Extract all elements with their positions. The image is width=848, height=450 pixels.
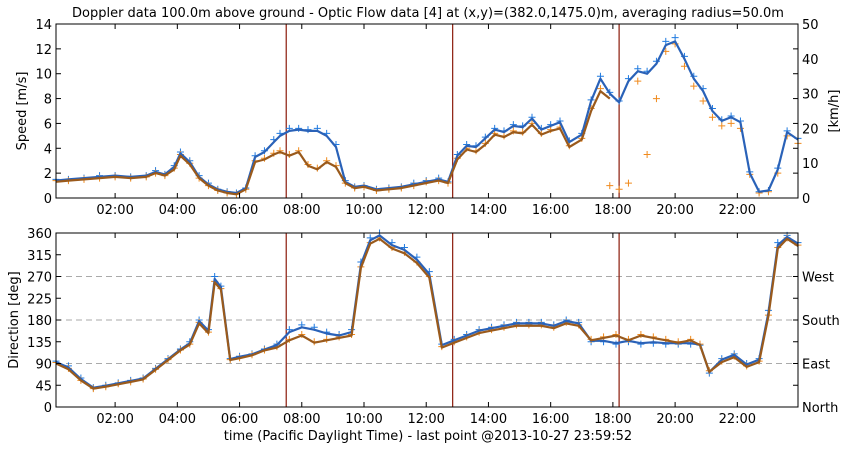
data-point	[690, 82, 698, 90]
y-tick-label: 0	[44, 192, 52, 207]
y-tick-label: 12	[35, 43, 52, 58]
speed-x-ticks: 02:00 04:00 06:00 08:00 10:00 12:00 14:00 16:00…	[96, 24, 756, 218]
x-tick-label: 02:00	[96, 203, 133, 218]
direction-panel: 0 45 90 135 180 225 270 315 360 North East South We…	[7, 227, 840, 444]
direction-grid	[56, 233, 798, 407]
y-tick-label: 135	[27, 336, 52, 351]
y-tick-label: 315	[27, 249, 52, 264]
y-right-tick-label: 40	[802, 53, 819, 68]
data-point	[662, 37, 670, 45]
data-point	[708, 113, 716, 121]
series-line	[55, 237, 799, 390]
x-tick-label: 10:00	[345, 412, 382, 427]
speed-series	[52, 34, 802, 198]
speed-plot-frame	[55, 23, 799, 199]
data-point	[718, 122, 726, 130]
data-point	[634, 77, 642, 85]
direction-x-ticks: 02:00 04:00 06:00 08:00 10:00 12:00 14:00 16:00…	[96, 233, 756, 427]
compass-label: West	[802, 271, 834, 286]
kmh-y-axis-label: [km/h]	[827, 90, 842, 133]
y-right-tick-label: 50	[802, 18, 819, 33]
y-tick-label: 10	[35, 68, 52, 83]
data-point	[624, 179, 632, 187]
y-tick-label: 45	[35, 379, 52, 394]
direction-y-ticks: 0 45 90 135 180 225 270 315 360	[27, 227, 798, 416]
data-point	[699, 97, 707, 105]
compass-label: South	[802, 314, 840, 329]
y-tick-label: 90	[35, 358, 52, 373]
x-tick-label: 04:00	[159, 203, 196, 218]
data-point	[606, 182, 614, 190]
compass-labels: North East South West	[802, 271, 840, 417]
x-axis-label: time (Pacific Daylight Time) - last poin…	[224, 429, 632, 444]
direction-y-axis-label: Direction [deg]	[7, 271, 22, 369]
y-right-tick-label: 20	[802, 122, 819, 137]
x-tick-label: 14:00	[470, 203, 507, 218]
direction-series	[52, 229, 802, 393]
compass-label: East	[802, 358, 830, 373]
compass-label: North	[802, 401, 838, 416]
y-tick-label: 2	[44, 167, 52, 182]
x-tick-label: 20:00	[656, 203, 693, 218]
speed-panel: Doppler data 100.0m above ground - Optic…	[15, 6, 842, 218]
chart-title: Doppler data 100.0m above ground - Optic…	[72, 6, 784, 21]
y-tick-label: 0	[44, 401, 52, 416]
x-tick-label: 18:00	[594, 203, 631, 218]
x-tick-label: 22:00	[719, 203, 756, 218]
y-right-tick-label: 0	[802, 192, 810, 207]
x-tick-label: 20:00	[656, 412, 693, 427]
y-right-tick-label: 30	[802, 88, 819, 103]
x-tick-label: 16:00	[532, 412, 569, 427]
y-tick-label: 270	[27, 271, 52, 286]
speed-y-ticks: 0 2 4 6 8 10 12 14	[35, 18, 798, 207]
data-point	[615, 185, 623, 193]
y-tick-label: 180	[27, 314, 52, 329]
data-point	[727, 119, 735, 127]
data-point	[295, 124, 303, 132]
x-tick-label: 16:00	[532, 203, 569, 218]
data-point	[671, 34, 679, 42]
x-tick-label: 08:00	[283, 203, 320, 218]
x-tick-label: 14:00	[470, 412, 507, 427]
y-tick-label: 360	[27, 227, 52, 242]
series-line	[55, 89, 611, 196]
x-tick-label: 10:00	[345, 203, 382, 218]
x-tick-label: 12:00	[407, 412, 444, 427]
x-tick-label: 08:00	[283, 412, 320, 427]
y-tick-label: 14	[35, 18, 52, 33]
y-tick-label: 6	[44, 117, 52, 132]
x-tick-label: 02:00	[96, 412, 133, 427]
x-tick-label: 06:00	[221, 412, 258, 427]
x-tick-label: 06:00	[221, 203, 258, 218]
y-tick-label: 4	[44, 142, 52, 157]
x-tick-label: 22:00	[719, 412, 756, 427]
speed-y-axis-label: Speed [m/s]	[15, 72, 30, 151]
x-tick-label: 18:00	[594, 412, 631, 427]
y-right-tick-label: 10	[802, 157, 819, 172]
data-point	[652, 95, 660, 103]
y-tick-label: 225	[27, 292, 52, 307]
y-tick-label: 8	[44, 93, 52, 108]
kmh-y-ticks: 0 10 20 30 40 50	[802, 18, 819, 207]
series-line	[55, 40, 799, 195]
data-point	[643, 151, 651, 158]
x-tick-label: 12:00	[407, 203, 444, 218]
series-line	[55, 234, 799, 389]
x-tick-label: 04:00	[159, 412, 196, 427]
